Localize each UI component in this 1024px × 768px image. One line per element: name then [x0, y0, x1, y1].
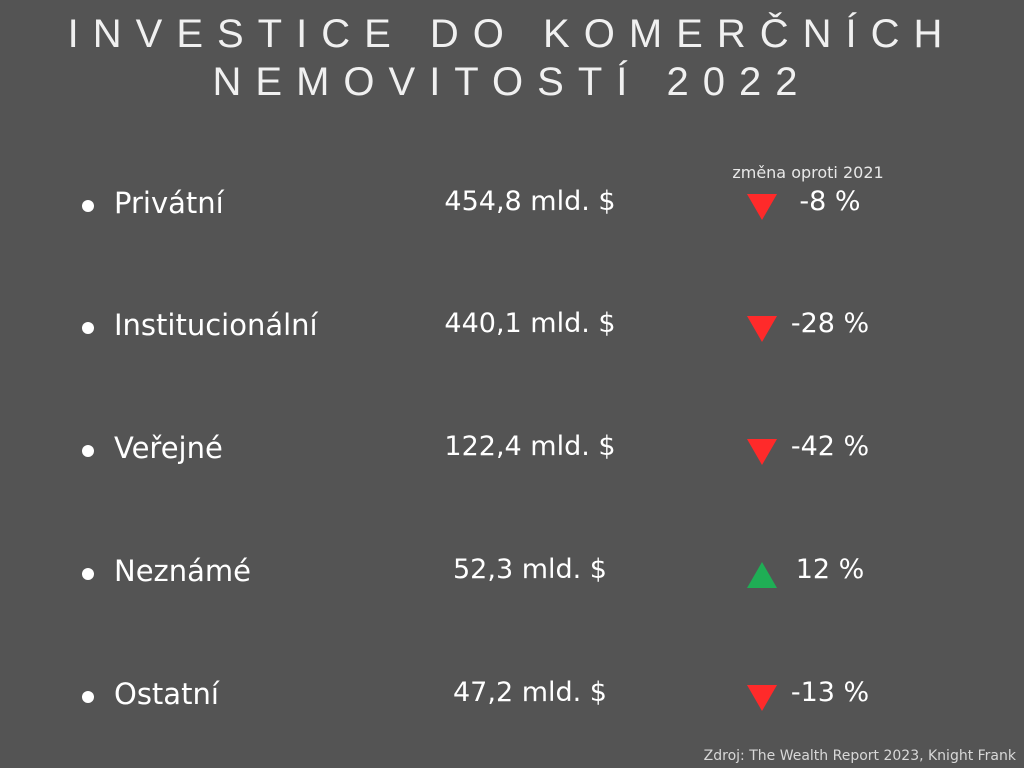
change-value: 12 %	[795, 554, 865, 585]
list-item: Ostatní 47,2 mld. $ -13 %	[0, 673, 1024, 723]
category-label: Neznámé	[114, 554, 251, 588]
change-value: -28 %	[790, 308, 870, 339]
triangle-down-icon	[747, 685, 777, 711]
list-item: Institucionální 440,1 mld. $ -28 %	[0, 304, 1024, 354]
page-title-line-1: INVESTICE DO KOMERČNÍCH	[67, 12, 957, 56]
list-item: Veřejné 122,4 mld. $ -42 %	[0, 427, 1024, 477]
investment-amount: 454,8 mld. $	[444, 186, 616, 217]
source-note: Zdroj: The Wealth Report 2023, Knight Fr…	[703, 748, 1016, 764]
triangle-down-icon	[747, 194, 777, 220]
category-label: Ostatní	[114, 677, 219, 711]
bullet-icon	[82, 445, 94, 457]
triangle-down-icon	[747, 316, 777, 342]
bullet-icon	[82, 200, 94, 212]
category-label: Privátní	[114, 186, 224, 220]
change-value: -13 %	[790, 677, 870, 708]
triangle-down-icon	[747, 439, 777, 465]
page-title-line-2: NEMOVITOSTÍ 2022	[212, 60, 812, 104]
change-column-header: změna oproti 2021	[732, 163, 884, 182]
bullet-icon	[82, 691, 94, 703]
investment-amount: 52,3 mld. $	[453, 554, 607, 585]
investment-amount: 440,1 mld. $	[444, 308, 616, 339]
change-value: -8 %	[799, 186, 861, 217]
list-item: Neznámé 52,3 mld. $ 12 %	[0, 550, 1024, 600]
investment-amount: 47,2 mld. $	[453, 677, 607, 708]
list-item: Privátní 454,8 mld. $ -8 %	[0, 182, 1024, 232]
change-value: -42 %	[790, 431, 870, 462]
bullet-icon	[82, 322, 94, 334]
triangle-up-icon	[747, 562, 777, 588]
category-label: Veřejné	[114, 431, 223, 465]
bullet-icon	[82, 568, 94, 580]
page-title: INVESTICE DO KOMERČNÍCH NEMOVITOSTÍ 2022	[0, 10, 1024, 106]
investment-amount: 122,4 mld. $	[444, 431, 616, 462]
category-label: Institucionální	[114, 308, 318, 342]
